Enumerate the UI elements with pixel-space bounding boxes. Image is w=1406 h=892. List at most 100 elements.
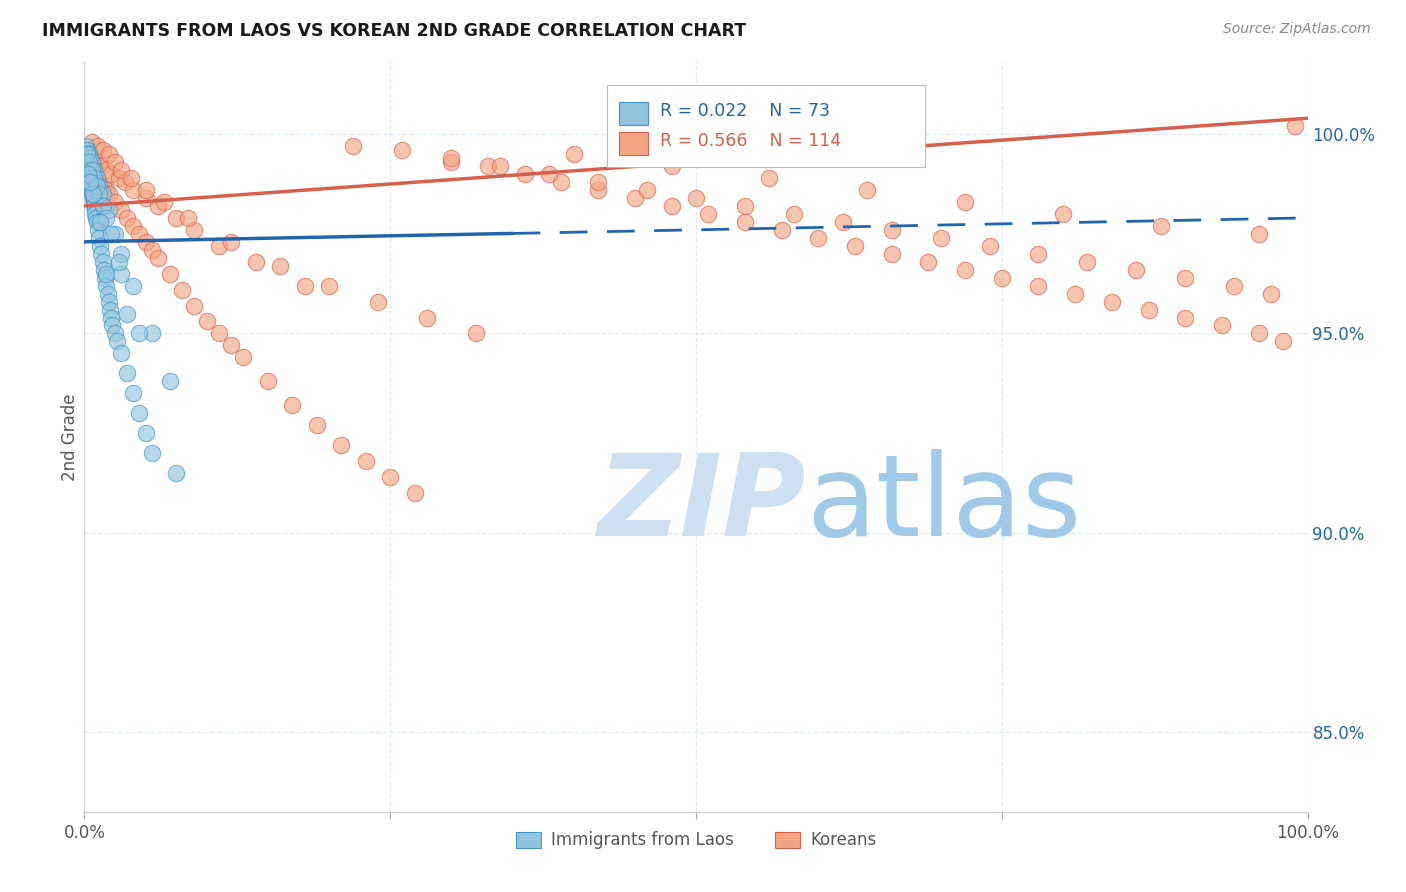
Point bbox=[550, 175, 572, 189]
Point bbox=[1284, 119, 1306, 133]
Point bbox=[122, 219, 145, 233]
Point bbox=[953, 194, 976, 209]
Point bbox=[82, 151, 104, 165]
Point bbox=[1137, 302, 1160, 317]
Point bbox=[82, 186, 104, 201]
Point bbox=[562, 147, 585, 161]
Point bbox=[122, 386, 145, 401]
Point bbox=[80, 179, 103, 194]
Point bbox=[1052, 207, 1074, 221]
Point bbox=[104, 194, 127, 209]
Point bbox=[146, 199, 169, 213]
Y-axis label: 2nd Grade: 2nd Grade bbox=[60, 393, 79, 481]
Point bbox=[122, 183, 145, 197]
Point bbox=[87, 175, 110, 189]
Point bbox=[404, 486, 426, 500]
Point bbox=[75, 147, 97, 161]
Point bbox=[83, 163, 105, 178]
Point bbox=[831, 215, 853, 229]
Point bbox=[245, 254, 267, 268]
Point bbox=[114, 175, 136, 189]
Point bbox=[76, 155, 98, 169]
Point bbox=[98, 302, 121, 317]
Point bbox=[87, 223, 110, 237]
Point bbox=[416, 310, 439, 325]
Point bbox=[153, 194, 176, 209]
Point bbox=[96, 183, 118, 197]
Point bbox=[661, 159, 683, 173]
Point bbox=[880, 223, 903, 237]
Point bbox=[77, 167, 100, 181]
Point bbox=[96, 267, 118, 281]
Point bbox=[685, 191, 707, 205]
Point bbox=[586, 183, 609, 197]
Text: IMMIGRANTS FROM LAOS VS KOREAN 2ND GRADE CORRELATION CHART: IMMIGRANTS FROM LAOS VS KOREAN 2ND GRADE… bbox=[42, 22, 747, 40]
Point bbox=[342, 139, 364, 153]
Point bbox=[79, 171, 101, 186]
Point bbox=[100, 167, 122, 181]
Point bbox=[97, 286, 120, 301]
Point bbox=[97, 202, 120, 217]
Point bbox=[87, 186, 110, 201]
Point bbox=[624, 191, 647, 205]
Point bbox=[76, 143, 98, 157]
Point bbox=[122, 278, 145, 293]
Point bbox=[464, 326, 486, 341]
Point bbox=[91, 254, 114, 268]
Point bbox=[219, 338, 242, 352]
Point bbox=[104, 155, 127, 169]
Point bbox=[115, 306, 138, 320]
Point bbox=[391, 143, 413, 157]
Point bbox=[90, 246, 112, 260]
Point bbox=[172, 283, 194, 297]
Legend: Immigrants from Laos, Koreans: Immigrants from Laos, Koreans bbox=[509, 824, 883, 855]
Point bbox=[844, 239, 866, 253]
Point bbox=[257, 374, 280, 388]
Point bbox=[141, 243, 163, 257]
Point bbox=[135, 191, 157, 205]
Point bbox=[1076, 254, 1098, 268]
Point bbox=[100, 227, 122, 241]
Point bbox=[1260, 286, 1282, 301]
Point bbox=[77, 147, 100, 161]
Point bbox=[1247, 227, 1270, 241]
Point bbox=[82, 186, 104, 201]
Point bbox=[1150, 219, 1173, 233]
Point bbox=[110, 346, 132, 360]
Point bbox=[83, 202, 105, 217]
Point bbox=[110, 267, 132, 281]
Point bbox=[636, 183, 658, 197]
Point bbox=[135, 235, 157, 249]
Point bbox=[94, 270, 117, 285]
Point bbox=[79, 151, 101, 165]
Point bbox=[1064, 286, 1087, 301]
Point bbox=[513, 167, 536, 181]
Point bbox=[77, 147, 100, 161]
Point bbox=[367, 294, 389, 309]
Text: R = 0.022    N = 73: R = 0.022 N = 73 bbox=[661, 103, 831, 120]
Point bbox=[104, 326, 127, 341]
Point bbox=[1028, 246, 1050, 260]
Point bbox=[1211, 318, 1233, 333]
Point bbox=[953, 262, 976, 277]
Point bbox=[76, 147, 98, 161]
Point bbox=[734, 199, 756, 213]
FancyBboxPatch shape bbox=[606, 85, 925, 168]
Point bbox=[697, 207, 720, 221]
Point bbox=[90, 159, 112, 173]
FancyBboxPatch shape bbox=[619, 103, 648, 125]
Point bbox=[83, 171, 105, 186]
Point bbox=[1028, 278, 1050, 293]
Point bbox=[183, 299, 205, 313]
Point bbox=[208, 326, 231, 341]
Text: ZIP: ZIP bbox=[598, 449, 807, 560]
Point bbox=[77, 163, 100, 178]
Point bbox=[135, 183, 157, 197]
Point bbox=[141, 446, 163, 460]
Point bbox=[79, 175, 101, 189]
Point bbox=[91, 143, 114, 157]
Point bbox=[128, 326, 150, 341]
Point bbox=[979, 239, 1001, 253]
Point bbox=[110, 202, 132, 217]
Point bbox=[80, 183, 103, 197]
